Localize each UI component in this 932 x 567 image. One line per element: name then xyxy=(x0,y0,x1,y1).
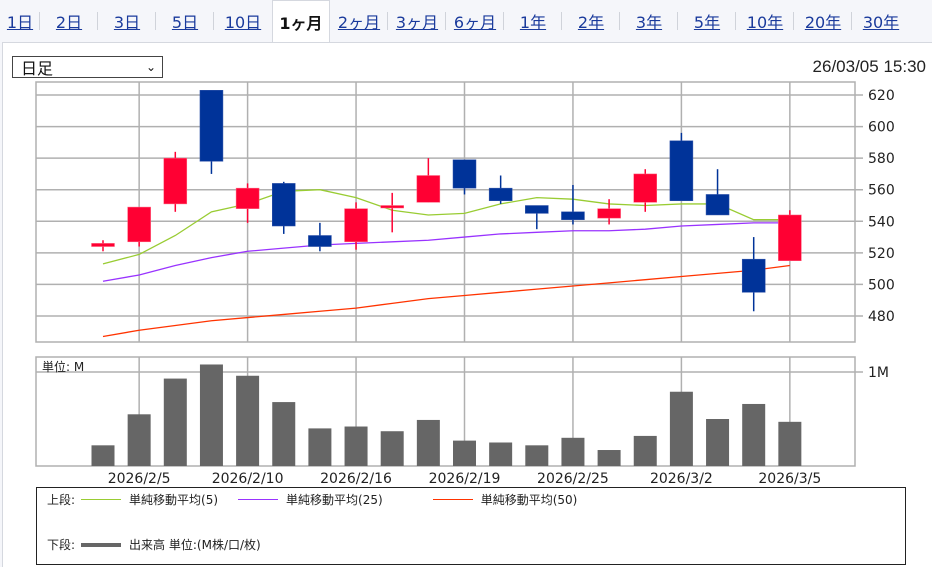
tab-13[interactable]: 10年 xyxy=(736,0,794,42)
legend-item-ma-0: 単純移動平均(5) xyxy=(75,491,218,508)
legend-swatch xyxy=(81,499,122,500)
tab-10[interactable]: 2年 xyxy=(562,0,620,42)
tab-15[interactable]: 30年 xyxy=(862,13,900,32)
timestamp: 26/03/05 15:30 xyxy=(812,57,926,76)
tab-12[interactable]: 5年 xyxy=(678,0,736,42)
tab-11[interactable]: 3年 xyxy=(620,0,678,42)
tab-6[interactable]: 2ヶ月 xyxy=(330,0,388,42)
interval-select-value: 日足 xyxy=(21,59,54,78)
tab-8[interactable]: 6ヶ月 xyxy=(446,0,504,42)
legend-item-label: 単純移動平均(5) xyxy=(129,493,219,507)
legend-upper-label: 上段: xyxy=(47,493,76,507)
legend-swatch xyxy=(238,499,279,500)
tab-4[interactable]: 10日 xyxy=(224,13,262,32)
tab-14[interactable]: 20年 xyxy=(794,0,852,42)
legend-item-ma-1: 単純移動平均(25) xyxy=(232,491,383,508)
tab-9[interactable]: 1年 xyxy=(504,0,562,42)
tab-0[interactable]: 1日 xyxy=(0,0,40,42)
legend-lower-row: 下段: 出来高 単位:(M株/口/枚) xyxy=(47,536,261,553)
legend: 上段: 単純移動平均(5) 単純移動平均(25) 単純移動平均(50) 下段: 出来… xyxy=(36,487,906,565)
period-tabs: 1日 2日 3日 5日 10日 1ヶ月 2ヶ月 3ヶ月 6ヶ月 1年 2年 3年 5年 10年 20年 30年 xyxy=(0,0,932,43)
legend-volume-label: 出来高 単位:(M株/口/枚) xyxy=(129,538,261,552)
interval-select[interactable]: 日足 ⌄ xyxy=(12,56,163,78)
legend-item-ma-2: 単純移動平均(50) xyxy=(427,491,578,508)
legend-swatch xyxy=(432,499,473,500)
legend-volume-swatch xyxy=(81,542,122,547)
tab-3[interactable]: 5日 xyxy=(156,0,214,42)
legend-item-label: 単純移動平均(50) xyxy=(480,493,578,507)
tab-1[interactable]: 2日 xyxy=(40,0,98,42)
chevron-down-icon: ⌄ xyxy=(145,60,156,74)
tab-2[interactable]: 3日 xyxy=(98,0,156,42)
legend-item-label: 単純移動平均(25) xyxy=(286,493,383,507)
legend-lower-label: 下段: xyxy=(47,538,76,552)
tab-7[interactable]: 3ヶ月 xyxy=(388,0,446,42)
legend-upper-row: 上段: 単純移動平均(5) 単純移動平均(25) 単純移動平均(50) xyxy=(47,491,591,508)
tab-5[interactable]: 1ヶ月 xyxy=(272,0,330,43)
